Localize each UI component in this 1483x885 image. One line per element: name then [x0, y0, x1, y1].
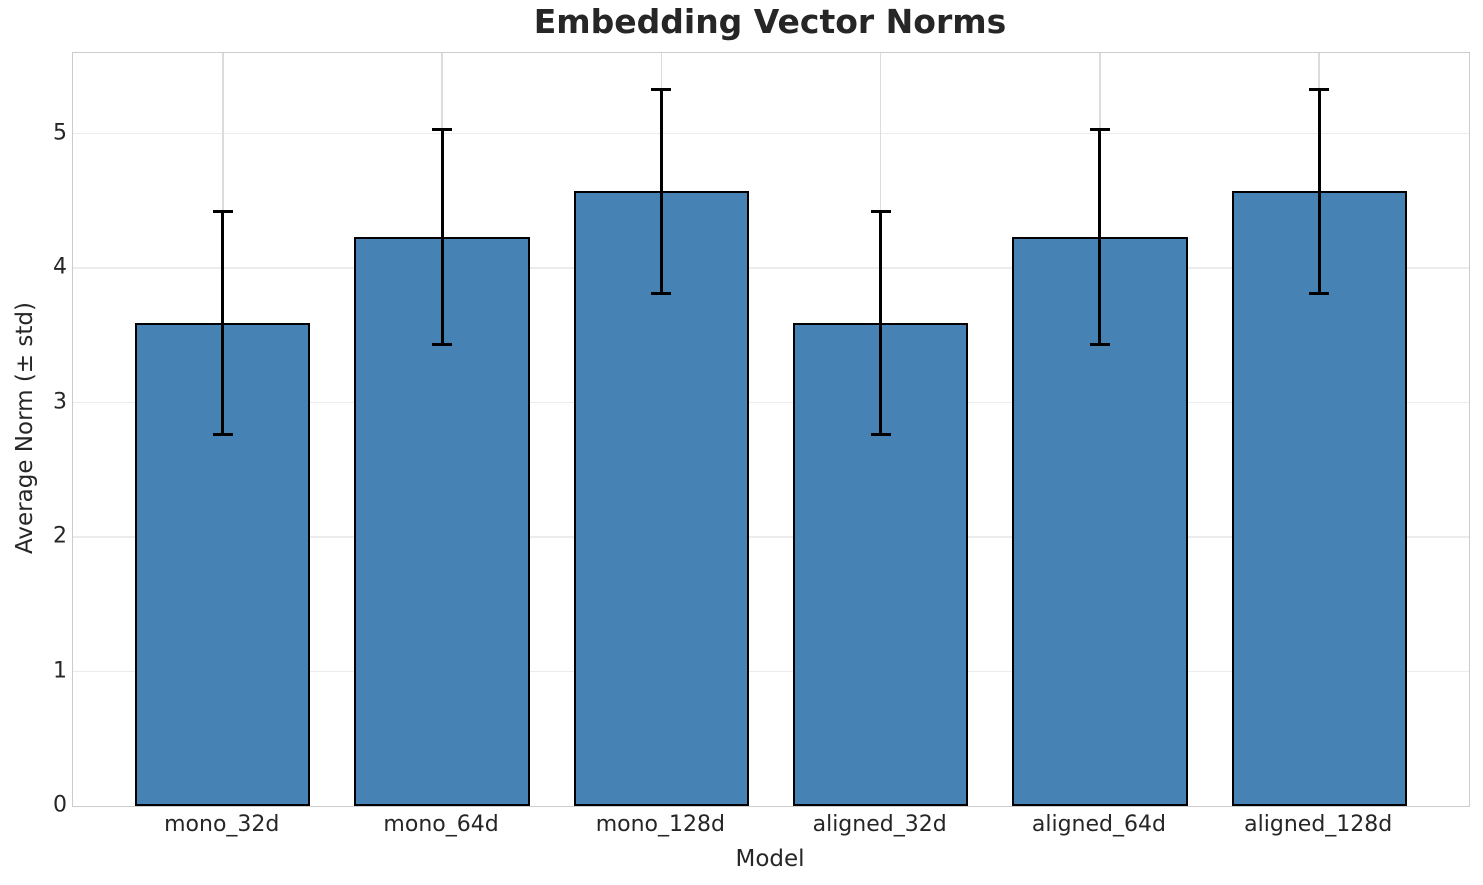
x-axis-label: Model [735, 846, 805, 872]
x-tick-label-aligned_64d: aligned_64d [1031, 812, 1166, 837]
y-tick-label-5: 5 [53, 120, 67, 146]
error-cap-top-aligned_64d [1089, 128, 1110, 132]
error-cap-bottom-mono_128d [651, 292, 672, 296]
h-gridline-4 [73, 267, 1469, 269]
y-tick-label-1: 1 [53, 658, 67, 684]
error-cap-bottom-aligned_64d [1089, 343, 1110, 347]
error-bar-aligned_128d [1317, 89, 1321, 294]
x-tick-label-mono_32d: mono_32d [164, 812, 280, 837]
y-tick-label-2: 2 [53, 523, 67, 549]
error-cap-bottom-aligned_128d [1309, 292, 1330, 296]
error-cap-top-mono_32d [212, 210, 233, 214]
error-cap-top-mono_128d [651, 87, 672, 91]
error-bar-mono_64d [440, 129, 444, 345]
error-bar-aligned_64d [1098, 129, 1102, 345]
error-cap-bottom-mono_32d [212, 433, 233, 437]
y-tick-label-4: 4 [53, 254, 67, 280]
h-gridline-5 [73, 132, 1469, 135]
error-bar-mono_128d [659, 89, 663, 294]
error-cap-top-aligned_128d [1309, 87, 1330, 91]
bar-mono_32d [135, 323, 311, 806]
h-gridline-2 [73, 536, 1469, 538]
y-tick-label-0: 0 [53, 792, 67, 818]
plot-area [72, 52, 1470, 807]
bar-mono_64d [354, 237, 530, 806]
y-axis-label: Average Norm (± std) [12, 302, 38, 554]
x-tick-label-aligned_32d: aligned_32d [812, 812, 947, 837]
error-bar-mono_32d [221, 211, 225, 435]
h-gridline-3 [73, 401, 1469, 404]
y-tick-label-3: 3 [53, 389, 67, 415]
error-cap-bottom-aligned_32d [870, 433, 891, 437]
x-tick-label-mono_64d: mono_64d [383, 812, 499, 837]
error-cap-top-mono_64d [432, 128, 453, 132]
error-bar-aligned_32d [879, 211, 883, 435]
h-gridline-1 [73, 670, 1469, 673]
error-cap-bottom-mono_64d [432, 343, 453, 347]
x-tick-label-mono_128d: mono_128d [595, 812, 725, 837]
x-tick-label-aligned_128d: aligned_128d [1244, 812, 1393, 837]
chart-title: Embedding Vector Norms [533, 2, 1007, 41]
error-cap-top-aligned_32d [870, 210, 891, 214]
